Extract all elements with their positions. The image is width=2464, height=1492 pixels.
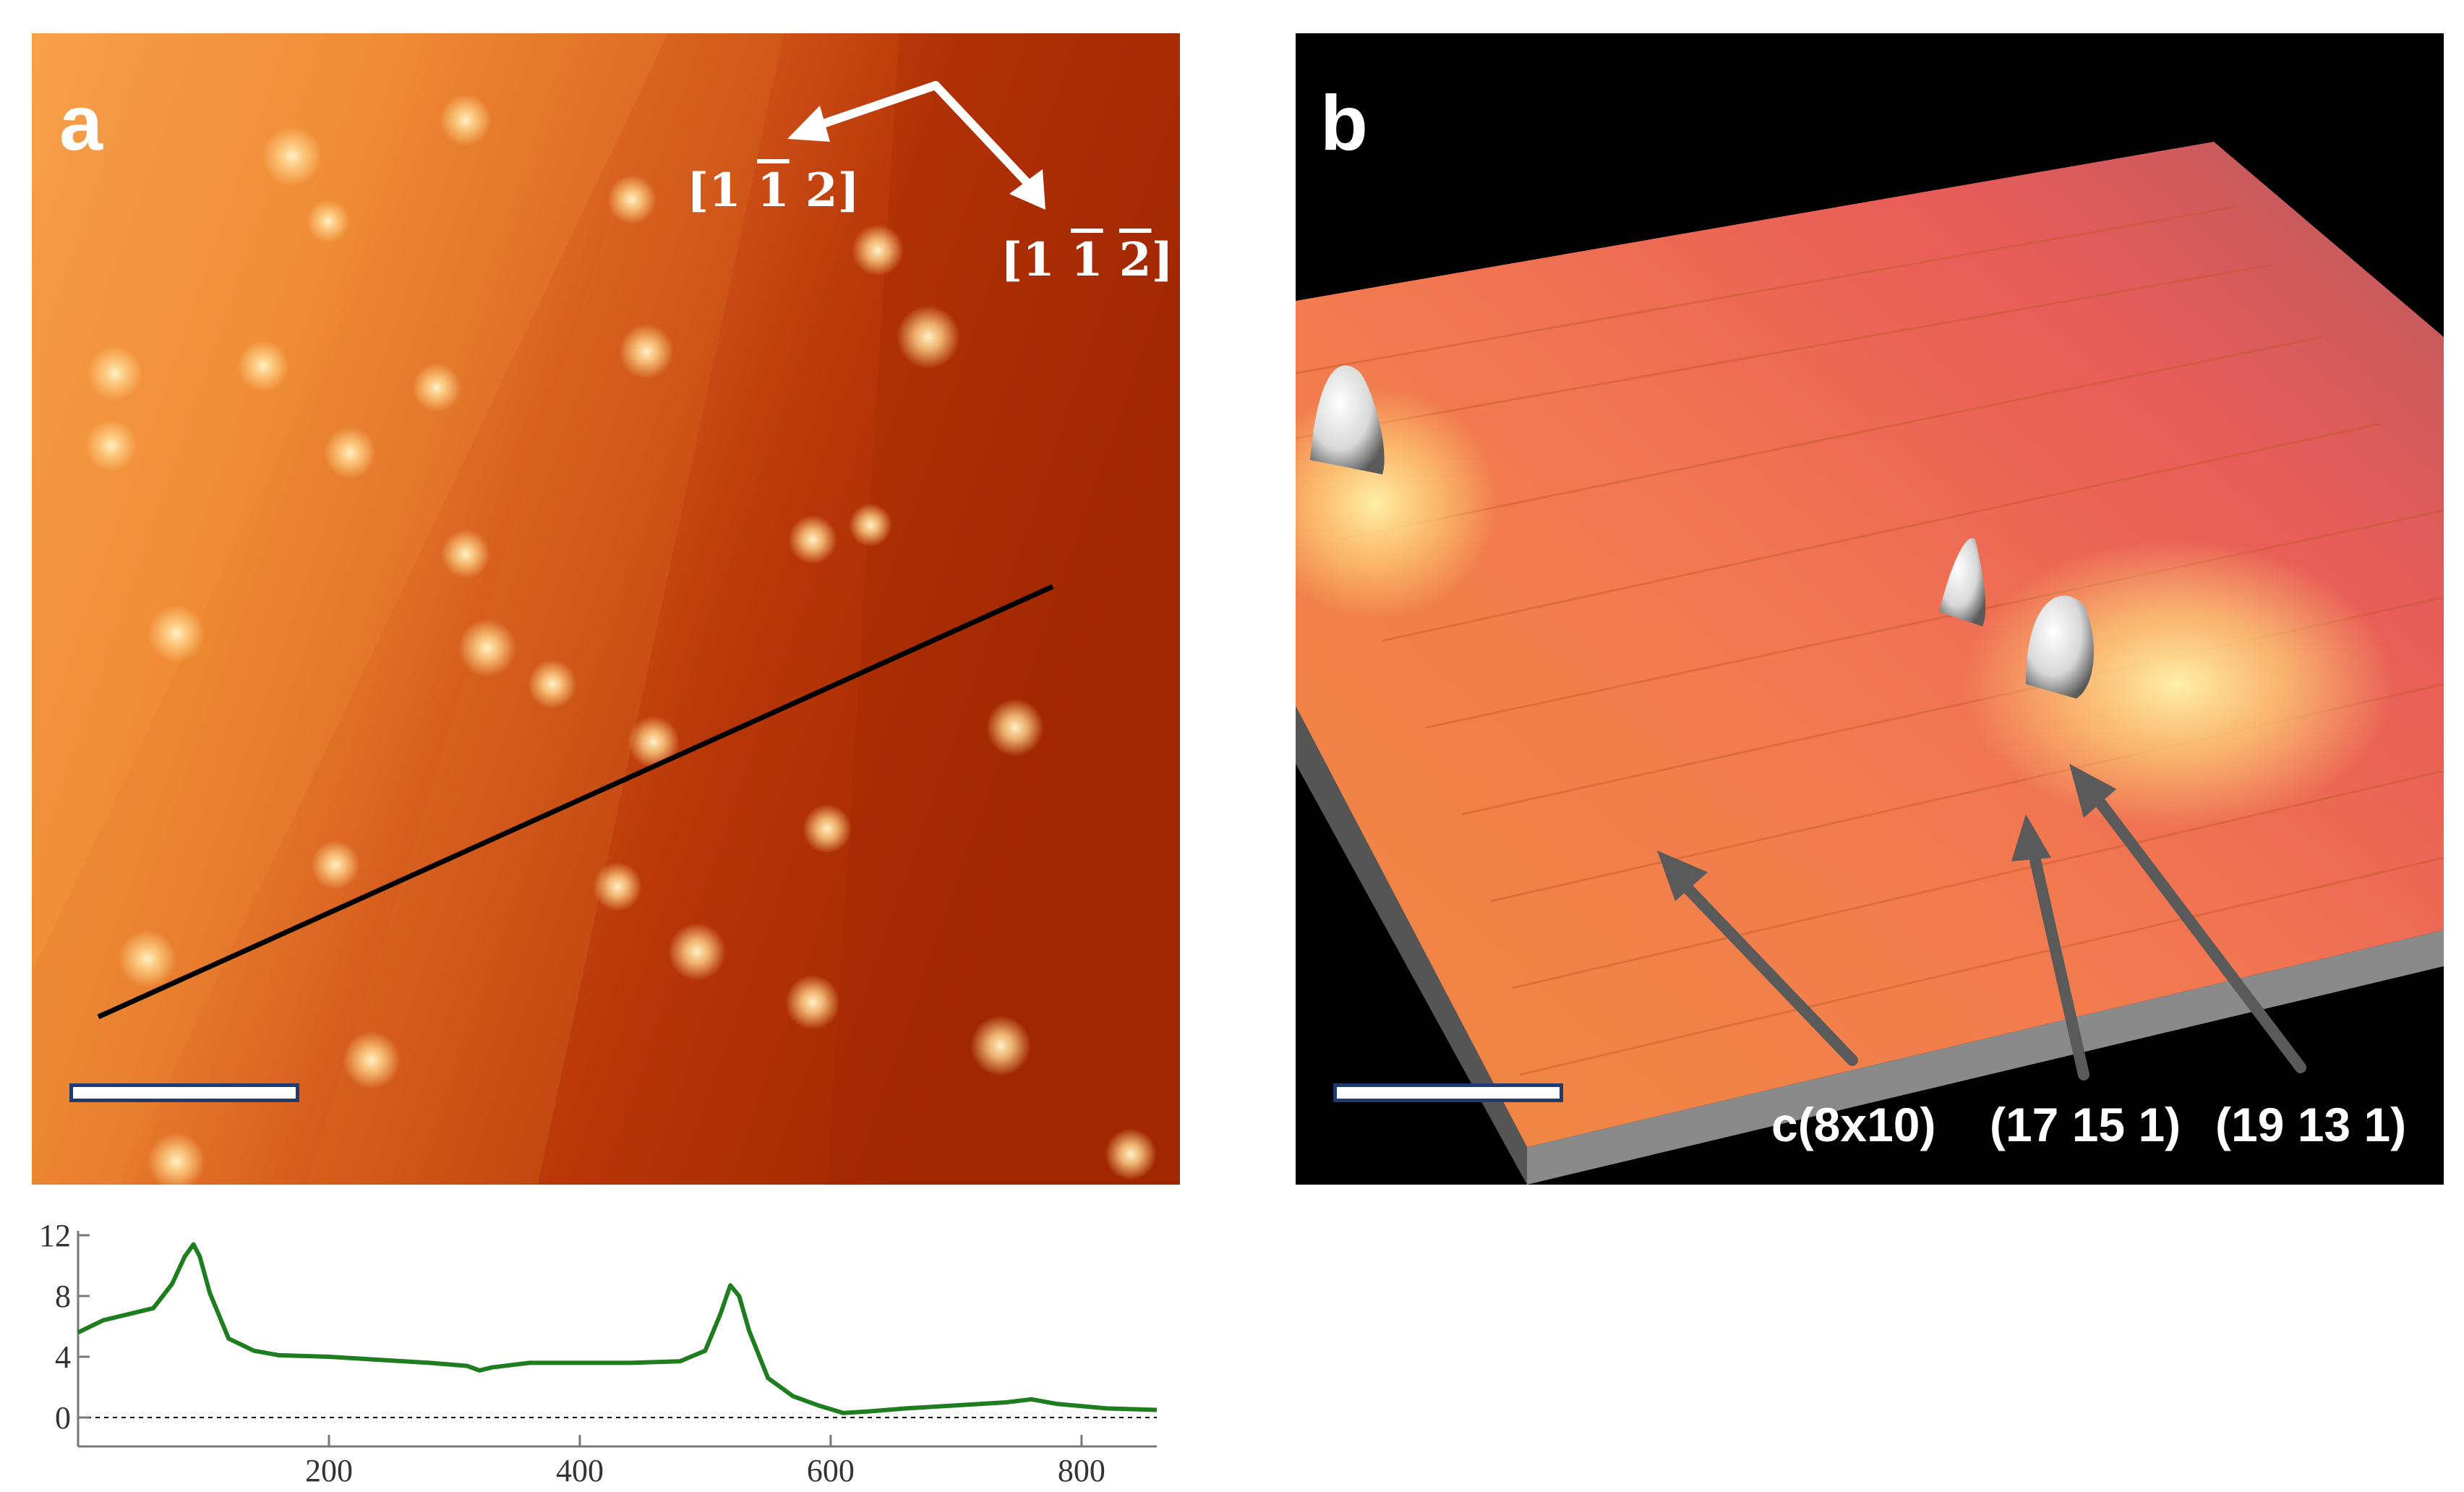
y-tick-label: 0 <box>55 1400 71 1436</box>
y-tick-label: 8 <box>55 1279 71 1314</box>
label-17-15-1: (17 15 1) <box>1990 1098 2181 1151</box>
base-side-left <box>1296 706 1527 1185</box>
surface-top <box>1296 142 2444 1147</box>
label-19-13-1: (19 13 1) <box>2215 1098 2407 1151</box>
x-tick-label: 200 <box>305 1453 353 1488</box>
base-side-front <box>1527 930 2444 1185</box>
scale-bar-a <box>69 1083 299 1102</box>
island-2 <box>1939 538 1986 626</box>
x-tick-label: 400 <box>556 1453 604 1488</box>
adsorbate-spots <box>85 94 1157 1185</box>
direction-arrows <box>808 81 1034 189</box>
chart-ticks: 0 4 8 12 200 400 600 800 <box>39 1218 1105 1488</box>
label-arrows <box>1680 794 2306 1080</box>
island-3 <box>2026 595 2094 699</box>
island-1 <box>1310 365 1385 474</box>
profile-series-line <box>77 1242 1158 1415</box>
panel-a-topography <box>32 33 1180 1185</box>
scale-bar-b <box>1333 1083 1563 1102</box>
profile-line <box>97 584 1054 1020</box>
y-tick-label: 4 <box>55 1339 71 1375</box>
x-tick-label: 800 <box>1058 1453 1105 1488</box>
arrow-head-1 <box>787 106 830 142</box>
label-c8x10: c(8x10) <box>1771 1098 1936 1151</box>
panel-a-stm-image: a [1 1 2] [1 1 2] <box>32 33 1180 1185</box>
panel-b-surface <box>1296 142 2444 1185</box>
direction-label-1: [1 1 2] <box>687 163 860 218</box>
panel-a-letter: a <box>59 79 103 166</box>
y-tick-label: 12 <box>39 1218 71 1253</box>
panel-b-3d-rendering: b c(8x10) (17 15 1) (19 13 1) <box>1296 33 2444 1185</box>
height-profile-chart: 0 4 8 12 200 400 600 800 <box>39 1218 1158 1488</box>
chart-axes <box>77 1231 1157 1448</box>
x-tick-label: 600 <box>807 1453 855 1488</box>
direction-label-2: [1 1 2] <box>1001 233 1173 287</box>
arrow-head-2 <box>1009 169 1045 210</box>
panel-b-letter: b <box>1320 79 1368 166</box>
